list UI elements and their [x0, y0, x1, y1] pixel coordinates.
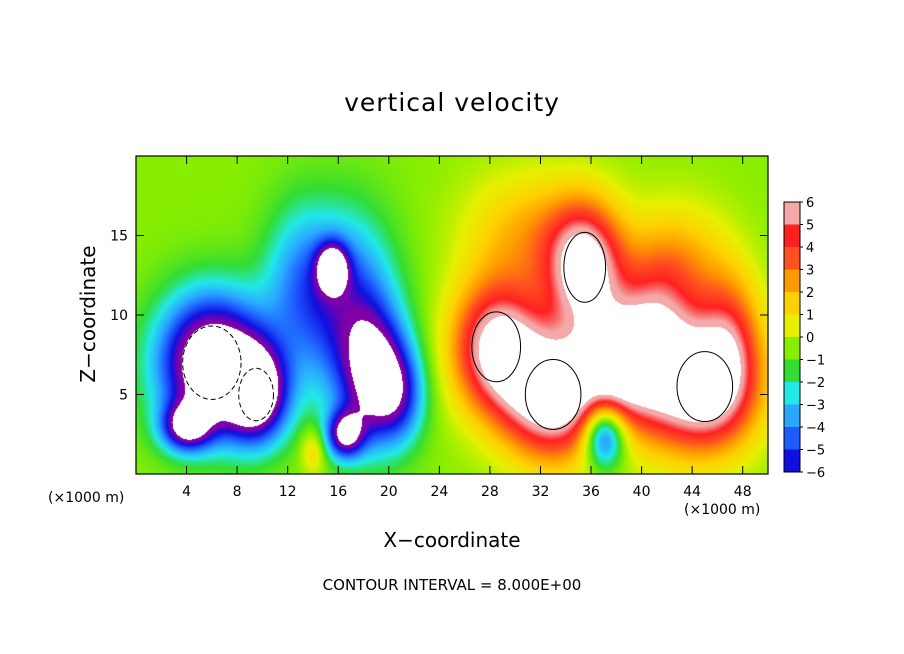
colorbar: 6 5 4 3 2 1 0 −1 −2 −3 −4 −5 −6: [783, 196, 825, 481]
x-tick-label: 32: [532, 484, 550, 500]
colorbar-label: 5: [806, 219, 814, 234]
y-axis-ticks: 5 10 15: [110, 229, 768, 404]
colorbar-swatch: [784, 404, 800, 427]
colorbar-label: −1: [806, 354, 825, 369]
x-tick-label: 24: [430, 484, 448, 500]
colorbar-swatch: [784, 427, 800, 450]
contour-downdraft-a: [182, 325, 242, 400]
x-unit-label-left: (×1000 m): [48, 490, 125, 506]
colorbar-swatch: [784, 224, 800, 247]
chart-title: vertical velocity: [344, 88, 560, 117]
colorbar-label: 0: [806, 331, 814, 346]
x-tick-label: 28: [481, 484, 499, 500]
colorbar-label: −3: [806, 399, 825, 414]
colorbar-swatch: [784, 269, 800, 292]
colorbar-label: 6: [806, 196, 814, 211]
velocity-field-heatmap: [136, 156, 768, 474]
colorbar-label: −6: [806, 466, 825, 481]
colorbar-swatch: [784, 314, 800, 337]
colorbar-swatch: [784, 449, 800, 472]
x-tick-label: 8: [233, 484, 242, 500]
colorbar-swatch: [784, 292, 800, 315]
contour-updraft-e: [676, 351, 734, 423]
y-tick-label: 10: [110, 308, 128, 324]
y-tick-label: 15: [110, 229, 128, 245]
x-tick-label: 48: [734, 484, 752, 500]
y-tick-label: 5: [119, 388, 128, 404]
colorbar-label: −5: [806, 444, 825, 459]
x-tick-label: 4: [182, 484, 191, 500]
colorbar-label: 4: [806, 241, 814, 256]
contour-updraft-b: [524, 359, 582, 430]
x-tick-label: 12: [279, 484, 297, 500]
colorbar-swatch: [784, 359, 800, 382]
contour-updraft-a: [471, 311, 522, 383]
colorbar-label: 3: [806, 264, 814, 279]
x-tick-label: 40: [633, 484, 651, 500]
colorbar-label: 2: [806, 286, 814, 301]
x-axis-ticks: 4 8 12 16 20 24 28 32 36 40 44 48: [182, 156, 752, 500]
contour-downdraft-b: [238, 367, 274, 422]
x-axis-label: X−coordinate: [383, 528, 521, 552]
contour-lines: [182, 231, 734, 430]
colorbar-swatch: [784, 247, 800, 270]
contour-interval-note: CONTOUR INTERVAL = 8.000E+00: [322, 576, 582, 594]
x-tick-label: 20: [380, 484, 398, 500]
colorbar-swatch: [784, 202, 800, 225]
colorbar-swatch: [784, 382, 800, 405]
x-tick-label: 36: [582, 484, 600, 500]
colorbar-label: −4: [806, 421, 825, 436]
contour-updraft-c: [563, 231, 607, 303]
x-unit-label-right: (×1000 m): [684, 502, 761, 518]
x-tick-label: 16: [329, 484, 347, 500]
colorbar-label: −2: [806, 376, 825, 391]
x-tick-label: 44: [683, 484, 701, 500]
colorbar-label: 1: [806, 309, 814, 324]
colorbar-swatch: [784, 337, 800, 360]
